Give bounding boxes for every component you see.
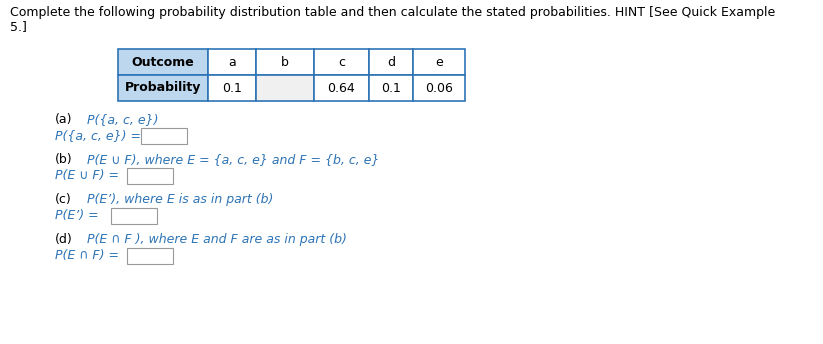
Text: Complete the following probability distribution table and then calculate the sta: Complete the following probability distr…	[10, 6, 775, 19]
Text: P(E ∪ F) =: P(E ∪ F) =	[55, 169, 119, 182]
Text: c: c	[338, 55, 345, 68]
Bar	[413, 49, 465, 75]
Text: (d): (d)	[55, 233, 72, 246]
Bar	[256, 49, 314, 75]
Text: Outcome: Outcome	[132, 55, 194, 68]
Text: 0.1: 0.1	[381, 82, 401, 95]
Text: (c): (c)	[55, 193, 72, 206]
Text: 5.]: 5.]	[10, 20, 27, 33]
Bar	[369, 75, 413, 101]
Text: P(E’) =: P(E’) =	[55, 209, 99, 222]
Text: b: b	[281, 55, 289, 68]
Bar	[127, 248, 173, 264]
Text: P(E ∪ F), where E = {a, c, e} and F = {b, c, e}: P(E ∪ F), where E = {a, c, e} and F = {b…	[87, 153, 379, 166]
Text: P({a, c, e}) =: P({a, c, e}) =	[55, 129, 141, 142]
Bar	[413, 75, 465, 101]
Text: 0.06: 0.06	[425, 82, 453, 95]
Bar	[208, 49, 256, 75]
Bar	[127, 168, 173, 184]
Bar	[314, 49, 369, 75]
Text: P({a, c, e}): P({a, c, e})	[87, 113, 159, 126]
Bar	[369, 49, 413, 75]
Bar	[208, 75, 256, 101]
Text: (a): (a)	[55, 113, 72, 126]
Text: (b): (b)	[55, 153, 72, 166]
Text: a: a	[228, 55, 236, 68]
Text: P(E ∩ F) =: P(E ∩ F) =	[55, 249, 119, 262]
Bar	[256, 75, 314, 101]
Text: 0.64: 0.64	[328, 82, 356, 95]
Bar	[111, 208, 157, 224]
Text: P(E ∩ F ), where E and F are as in part (b): P(E ∩ F ), where E and F are as in part …	[87, 233, 346, 246]
Text: P(E’), where E is as in part (b): P(E’), where E is as in part (b)	[87, 193, 273, 206]
Bar	[314, 75, 369, 101]
Bar	[118, 75, 208, 101]
Text: d: d	[387, 55, 395, 68]
Text: 0.1: 0.1	[222, 82, 242, 95]
Text: e: e	[435, 55, 443, 68]
Bar	[141, 128, 187, 144]
Text: Probability: Probability	[125, 82, 201, 95]
Bar	[118, 49, 208, 75]
